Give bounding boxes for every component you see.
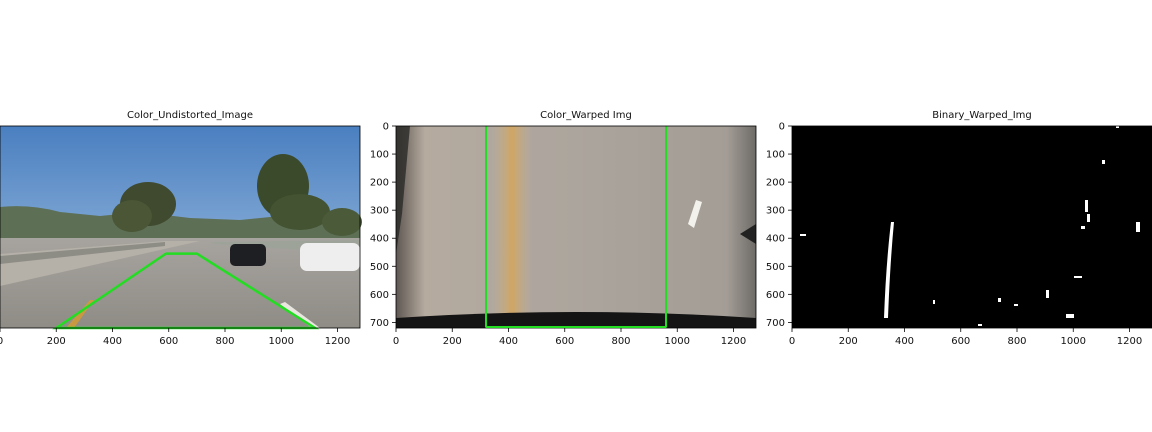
x-tick-label: 1000 xyxy=(665,336,690,347)
binary-warped-axes: 0 200 400 600 800 1000 1200 0 100 200 300 400 500 60… xyxy=(766,122,1152,347)
undistorted-axes: 0 200 400 600 800 1000 1200 xyxy=(0,125,362,347)
y-tick-label: 500 xyxy=(370,262,389,273)
x-tick-label: 600 xyxy=(951,336,970,347)
y-tick-label: 400 xyxy=(370,234,389,245)
x-tick-label: 200 xyxy=(443,336,462,347)
panel-color-warped: Color_Warped Img xyxy=(370,104,776,349)
panel-binary-warped: Binary_Warped_Img 0 200 400 600 800 1000 1200 … xyxy=(766,104,1152,349)
x-tick-label: 200 xyxy=(47,336,66,347)
panel-title: Color_Warped Img xyxy=(540,110,632,121)
panel-undistorted: Color_Undistorted_Image xyxy=(0,104,380,349)
undistorted-photo xyxy=(0,126,362,328)
y-tick-label: 200 xyxy=(766,178,785,189)
x-tick-label: 400 xyxy=(895,336,914,347)
y-tick-label: 100 xyxy=(370,150,389,161)
x-tick-label: 0 xyxy=(393,336,399,347)
y-tick-label: 0 xyxy=(383,122,389,133)
x-tick-label: 0 xyxy=(0,336,3,347)
axes-frame xyxy=(0,125,361,329)
color-warped-axes: 0 200 400 600 800 1000 1200 0 100 200 300 400 500 60… xyxy=(370,122,757,347)
y-tick-label: 500 xyxy=(766,262,785,273)
y-tick-label: 400 xyxy=(766,234,785,245)
y-tick-label: 700 xyxy=(370,318,389,329)
y-tick-label: 700 xyxy=(766,318,785,329)
x-tick-label: 0 xyxy=(789,336,795,347)
x-ticks: 0 200 400 600 800 1000 1200 xyxy=(393,328,746,347)
x-tick-label: 600 xyxy=(159,336,178,347)
x-ticks: 0 200 400 600 800 1000 1200 xyxy=(0,328,350,347)
x-tick-label: 200 xyxy=(839,336,858,347)
y-ticks: 0 100 200 300 400 500 600 700 xyxy=(766,122,792,329)
y-tick-label: 300 xyxy=(370,206,389,217)
y-tick-label: 600 xyxy=(370,290,389,301)
x-tick-label: 800 xyxy=(1007,336,1026,347)
panel-title: Color_Undistorted_Image xyxy=(127,110,253,121)
x-tick-label: 1000 xyxy=(269,336,294,347)
x-tick-label: 400 xyxy=(499,336,518,347)
x-tick-label: 1200 xyxy=(721,336,746,347)
x-tick-label: 800 xyxy=(611,336,630,347)
y-ticks: 0 100 200 300 400 500 600 700 xyxy=(370,122,396,329)
warped-photo xyxy=(396,126,756,328)
y-tick-label: 100 xyxy=(766,150,785,161)
y-tick-label: 300 xyxy=(766,206,785,217)
y-tick-label: 200 xyxy=(370,178,389,189)
x-tick-label: 400 xyxy=(103,336,122,347)
y-tick-label: 0 xyxy=(779,122,785,133)
x-tick-label: 800 xyxy=(215,336,234,347)
x-tick-label: 1200 xyxy=(1117,336,1142,347)
axes-frame xyxy=(791,125,1152,329)
panel-title: Binary_Warped_Img xyxy=(932,110,1032,121)
y-tick-label: 600 xyxy=(766,290,785,301)
x-tick-label: 600 xyxy=(555,336,574,347)
x-tick-label: 1200 xyxy=(325,336,350,347)
x-ticks: 0 200 400 600 800 1000 1200 xyxy=(789,328,1142,347)
binary-image xyxy=(792,126,1152,328)
x-tick-label: 1000 xyxy=(1061,336,1086,347)
